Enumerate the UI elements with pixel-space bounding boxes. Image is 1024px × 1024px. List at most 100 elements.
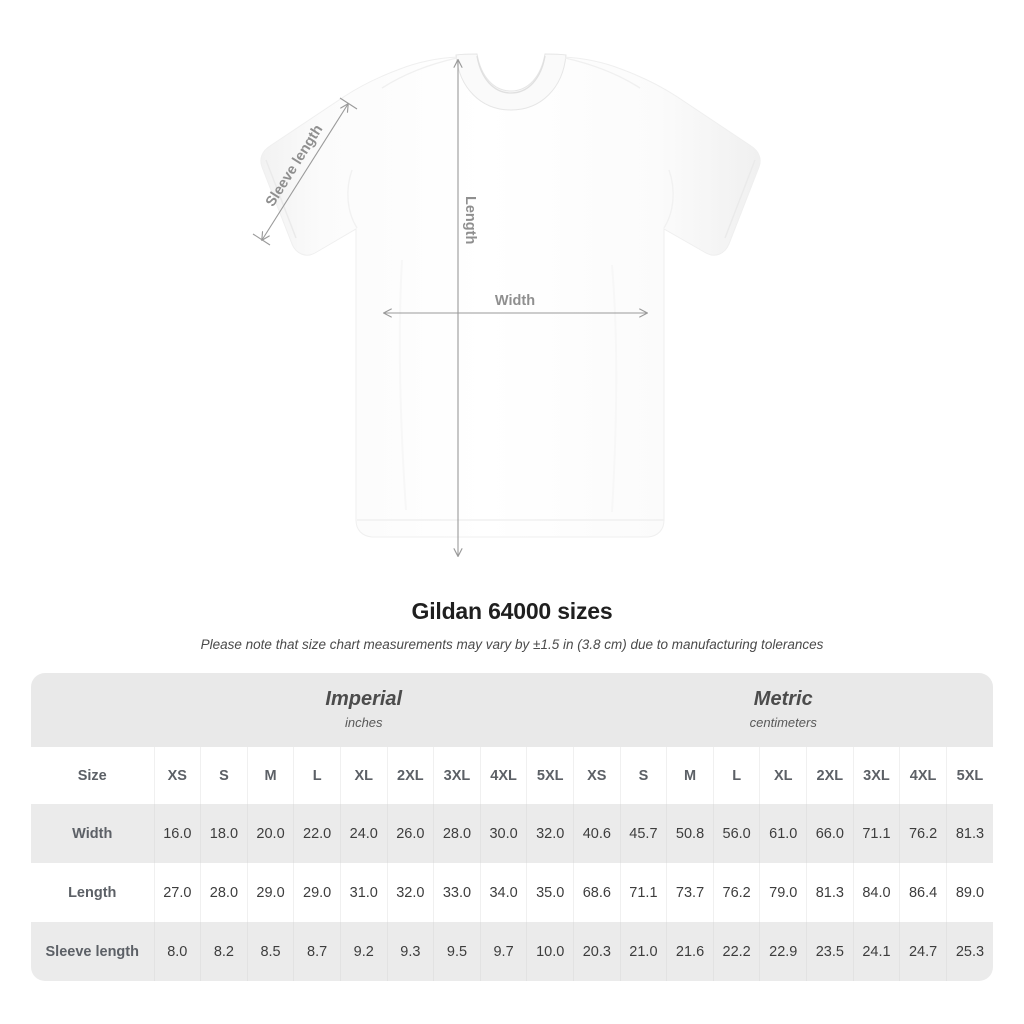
measurement-cell: 23.5 (806, 922, 854, 981)
unit-header-metric: Metric centimeters (573, 673, 993, 747)
measurement-cell: 28.0 (200, 863, 248, 922)
measurement-cell: 22.9 (759, 922, 807, 981)
size-header-cell: S (619, 747, 667, 804)
measurement-cell: 61.0 (759, 804, 807, 863)
size-header-cell: L (293, 747, 341, 804)
sleeve-tick-top (339, 97, 358, 110)
table-row: Length 27.0 28.0 29.0 29.0 31.0 32.0 33.0 34.0 35… (31, 863, 993, 922)
unit-subtitle: centimeters (749, 715, 817, 730)
size-header-cell: XL (759, 747, 807, 804)
size-header-cell: M (246, 747, 294, 804)
measurement-cell: 45.7 (619, 804, 667, 863)
shirt-silhouette (260, 53, 761, 538)
measurement-cell: 24.7 (899, 922, 947, 981)
measurement-cell: 35.0 (526, 863, 574, 922)
measurement-cell: 21.0 (619, 922, 667, 981)
measurement-cell: 28.0 (433, 804, 481, 863)
measurement-cell: 20.0 (246, 804, 294, 863)
measurement-cell: 76.2 (712, 863, 760, 922)
size-header-cell: M (666, 747, 714, 804)
size-header-cell: L (712, 747, 760, 804)
row-label-sleeve-length: Sleeve length (31, 922, 154, 981)
tolerance-note: Please note that size chart measurements… (200, 637, 824, 652)
collar-inner-edge (476, 55, 546, 94)
table-row: Sleeve length 8.0 8.2 8.5 8.7 9.2 9.3 9.5 9.7 10.… (31, 922, 993, 981)
measurement-cell: 81.3 (806, 863, 854, 922)
measurement-cell: 8.7 (293, 922, 341, 981)
unit-banner-spacer (31, 673, 154, 747)
measurement-cell: 25.3 (945, 922, 993, 981)
measurement-cell: 34.0 (479, 863, 527, 922)
sleeve-hem-right (724, 159, 756, 239)
measurement-cell: 24.1 (852, 922, 900, 981)
measurement-cell: 50.8 (666, 804, 714, 863)
measurement-cell: 9.7 (479, 922, 527, 981)
measurement-cell: 18.0 (200, 804, 248, 863)
unit-banner-row: Imperial inches Metric centimeters (31, 673, 993, 747)
measurement-cell: 9.2 (339, 922, 388, 981)
shirt-collar (455, 53, 567, 111)
measurement-cell: 32.0 (526, 804, 574, 863)
measurement-cell: 66.0 (806, 804, 854, 863)
size-chart-table-container: Imperial inches Metric centimeters Size XS S M L… (31, 673, 993, 981)
size-header-row: Size XS S M L XL 2XL 3XL 4XL 5XL XS S M L XL 2XL 3XL 4XL 5… (31, 747, 993, 804)
size-header-cell: 3XL (852, 747, 900, 804)
measurement-cell: 26.0 (386, 804, 434, 863)
unit-header-imperial: Imperial inches (154, 673, 574, 747)
row-label-length: Length (31, 863, 154, 922)
size-header-cell: 5XL (526, 747, 574, 804)
measurement-cell: 89.0 (945, 863, 993, 922)
length-label: Length (462, 196, 478, 244)
measurement-cell: 24.0 (339, 804, 388, 863)
measurement-cell: 30.0 (479, 804, 527, 863)
shirt-diagram-svg: Length Width Sleeve length (252, 53, 761, 558)
size-header-cell: XL (339, 747, 388, 804)
armhole-seam-right (663, 169, 674, 229)
measurement-cell: 20.3 (573, 922, 621, 981)
shoulder-seam-right (564, 57, 641, 89)
measurement-cell: 8.0 (153, 922, 201, 981)
fabric-fold-2 (611, 264, 618, 513)
width-label: Width (495, 293, 535, 309)
size-header-cell: XS (573, 747, 621, 804)
size-header-cell: 3XL (433, 747, 481, 804)
unit-name: Metric (753, 688, 813, 710)
measurement-cell: 68.6 (573, 863, 621, 922)
measurement-cell: 10.0 (526, 922, 574, 981)
sleeve-length-arrow (261, 103, 349, 241)
measurement-cell: 9.5 (433, 922, 481, 981)
size-header-cell: 4XL (479, 747, 527, 804)
measurement-cell: 27.0 (153, 863, 201, 922)
measurement-cell: 81.3 (945, 804, 993, 863)
measurement-cell: 22.2 (712, 922, 760, 981)
size-column-header: Size (31, 747, 154, 804)
shirt-illustration: Length Width Sleeve length (252, 53, 761, 558)
size-header-cell: 2XL (806, 747, 854, 804)
measurement-cell: 79.0 (759, 863, 807, 922)
measurement-cell: 16.0 (153, 804, 201, 863)
measurement-cell: 71.1 (852, 804, 900, 863)
measurement-cell: 76.2 (899, 804, 947, 863)
size-header-cell: 2XL (386, 747, 434, 804)
measurement-cell: 33.0 (433, 863, 481, 922)
measurement-cell: 9.3 (386, 922, 434, 981)
measurement-cell: 31.0 (339, 863, 388, 922)
measurement-cell: 29.0 (246, 863, 294, 922)
measurement-cell: 86.4 (899, 863, 947, 922)
measurement-cell: 40.6 (573, 804, 621, 863)
page-title: Gildan 64000 sizes (411, 598, 613, 624)
size-header-cell: S (200, 747, 248, 804)
measurement-cell: 71.1 (619, 863, 667, 922)
measurement-cell: 8.5 (246, 922, 294, 981)
measurement-cell: 32.0 (386, 863, 434, 922)
measurement-cell: 21.6 (666, 922, 714, 981)
size-header-cell: 5XL (945, 747, 993, 804)
measurement-cell: 56.0 (712, 804, 760, 863)
measurement-cell: 84.0 (852, 863, 900, 922)
row-label-width: Width (31, 804, 154, 863)
measurement-cell: 29.0 (293, 863, 341, 922)
measurement-cell: 22.0 (293, 804, 341, 863)
shoulder-seam-left (381, 57, 458, 89)
measurement-cell: 8.2 (200, 922, 248, 981)
size-header-cell: 4XL (899, 747, 947, 804)
